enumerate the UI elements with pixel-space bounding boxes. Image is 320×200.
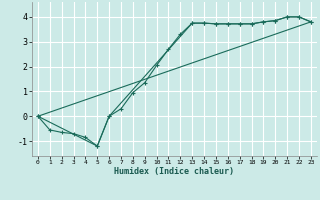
X-axis label: Humidex (Indice chaleur): Humidex (Indice chaleur)	[115, 167, 234, 176]
